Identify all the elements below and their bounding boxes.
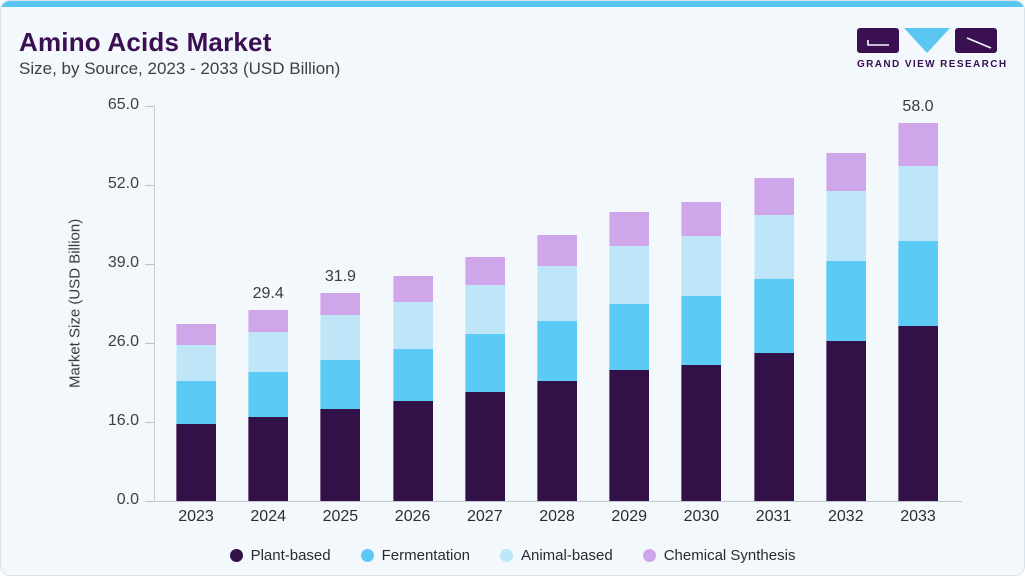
gvr-logo-marks [857, 28, 997, 53]
bar-segment-animal-based [176, 345, 216, 382]
legend-label: Plant-based [250, 547, 331, 564]
x-tick-label: 2026 [394, 508, 431, 525]
legend-dot-icon [642, 549, 656, 562]
x-tick-label: 2033 [900, 508, 936, 525]
page-subtitle: Size, by Source, 2023 - 2033 (USD Billio… [19, 59, 341, 78]
y-tick-label: 0.0 [116, 491, 139, 508]
x-tick-label: 2032 [828, 508, 864, 525]
bar-segment-animal-based [464, 284, 505, 335]
x-tick-label: 2031 [755, 508, 792, 525]
bar-total-label: 29.4 [252, 284, 284, 302]
y-tick-label: 16.0 [107, 412, 139, 429]
bar-segment-fermentation [609, 304, 650, 371]
x-tick-label: 2029 [611, 508, 647, 525]
bar-segment-chemical-synthesis [464, 256, 505, 285]
bar-segment-plant-based [248, 417, 289, 501]
y-axis-title: Market Size (USD Billion) [66, 218, 84, 389]
bar-segment-fermentation [537, 320, 577, 382]
legend-label: Fermentation [381, 547, 470, 564]
legend-dot-icon [360, 549, 374, 562]
y-tick-mark [145, 343, 154, 344]
logo-r-block-icon [955, 28, 997, 53]
bar-segment-chemical-synthesis [825, 152, 866, 192]
y-tick-mark [145, 501, 154, 502]
legend-dot-icon [500, 549, 513, 562]
bar-segment-chemical-synthesis [176, 323, 216, 346]
bar-segment-chemical-synthesis [898, 123, 938, 166]
y-tick-label: 39.0 [107, 254, 139, 271]
y-tick-label: 52.0 [107, 175, 139, 192]
y-tick-label: 65.0 [107, 96, 139, 113]
bar-segment-fermentation [681, 295, 722, 365]
logo-text: GRAND VIEW RESEARCH [857, 59, 1008, 70]
legend-label: Chemical Synthesis [663, 547, 796, 564]
bar-segment-plant-based [320, 408, 361, 501]
legend-label: Animal-based [521, 547, 613, 564]
bar-segment-plant-based [898, 325, 938, 501]
x-tick-label: 2025 [322, 508, 359, 525]
x-tick-label: 2023 [178, 508, 214, 525]
top-accent-bar [1, 1, 1024, 7]
bar-segment-plant-based [609, 370, 650, 501]
legend-item-fermentation: Fermentation [360, 547, 470, 564]
bar-segment-chemical-synthesis [392, 275, 433, 302]
y-tick-mark [145, 185, 154, 186]
bar-segment-plant-based [392, 400, 433, 501]
y-tick-mark [145, 264, 154, 265]
page-title: Amino Acids Market [19, 27, 272, 57]
logo-v-triangle-icon [904, 28, 950, 53]
legend-item-chemical-synthesis: Chemical Synthesis [642, 547, 796, 564]
plot-area: 65.0 52.0 39.0 26.0 16.0 0.0 2023 2024 29.4 2025 3… [108, 96, 962, 525]
bar-segment-fermentation [898, 241, 938, 326]
bar-segment-fermentation [825, 260, 866, 341]
bar-segment-animal-based [320, 315, 361, 361]
y-tick-mark [145, 422, 154, 423]
bar-segment-fermentation [320, 360, 361, 409]
x-tick-label: 2024 [250, 508, 286, 525]
bar-segment-fermentation [176, 381, 216, 425]
bar-segment-chemical-synthesis [609, 211, 650, 246]
x-tick-label: 2028 [539, 508, 575, 525]
bar-segment-chemical-synthesis [537, 235, 577, 266]
legend: Plant-based Fermentation Animal-based Chemi… [1, 547, 1024, 564]
bar-segment-fermentation [248, 372, 289, 418]
bar-segment-animal-based [609, 245, 650, 305]
bar-segment-plant-based [176, 424, 216, 501]
bar-segment-fermentation [464, 334, 505, 392]
bar-segment-animal-based [537, 266, 577, 321]
bar-segment-fermentation [392, 348, 433, 401]
bar-segment-chemical-synthesis [320, 293, 361, 316]
bar-segment-plant-based [537, 381, 577, 501]
bar-segment-chemical-synthesis [753, 178, 794, 215]
bar-segment-animal-based [825, 191, 866, 261]
bar-segment-plant-based [825, 340, 866, 501]
bar-segment-plant-based [681, 364, 722, 501]
x-tick-label: 2027 [467, 508, 503, 525]
logo-g-block-icon [857, 28, 899, 53]
legend-item-animal-based: Animal-based [500, 547, 613, 564]
bar-segment-animal-based [248, 332, 289, 373]
bar-total-label: 31.9 [324, 268, 356, 286]
bar-segment-animal-based [753, 214, 794, 280]
bar-segment-animal-based [898, 165, 938, 242]
legend-item-plant-based: Plant-based [229, 547, 331, 564]
y-tick-label: 26.0 [107, 333, 139, 350]
bar-segment-plant-based [753, 353, 794, 501]
bar-segment-fermentation [753, 279, 794, 354]
bar-total-label: 58.0 [902, 98, 934, 116]
bar-segment-animal-based [681, 236, 722, 296]
bar-segment-animal-based [392, 301, 433, 349]
y-tick-mark [145, 106, 154, 107]
gvr-logo: GRAND VIEW RESEARCH [857, 28, 1008, 70]
bar-segment-chemical-synthesis [248, 309, 289, 333]
legend-dot-icon [229, 549, 243, 562]
bar-segment-plant-based [464, 391, 505, 501]
bar-segment-chemical-synthesis [681, 202, 722, 237]
x-tick-label: 2030 [683, 508, 720, 525]
